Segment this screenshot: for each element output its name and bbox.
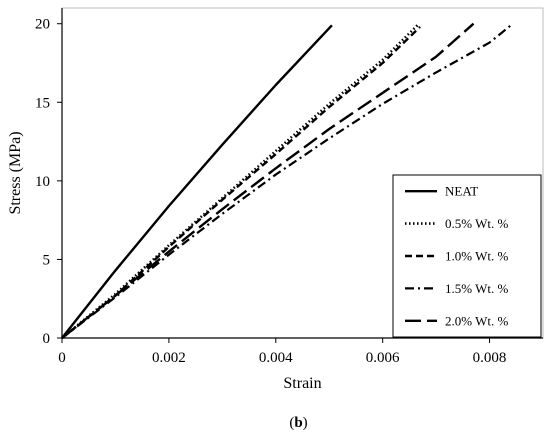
y-tick-label: 20 — [35, 17, 50, 33]
caption-open: ( — [289, 415, 294, 431]
legend-label-4: 1.5% Wt. % — [445, 281, 508, 296]
axes: 0 0.002 0.004 0.006 0.008 0 5 10 15 20 — [35, 8, 543, 366]
legend-label-2: 0.5% Wt. % — [445, 216, 508, 231]
caption-letter: b — [294, 415, 302, 431]
x-tick-label: 0.002 — [152, 350, 186, 366]
series-line-4 — [61, 24, 512, 339]
x-tick-label: 0 — [58, 350, 66, 366]
legend-label-3: 1.0% Wt. % — [445, 249, 508, 264]
x-tick-label: 0.004 — [259, 350, 293, 366]
y-tick-label: 5 — [43, 252, 51, 268]
y-axis-title: Stress (MPa) — [7, 131, 24, 214]
x-axis-title: Strain — [283, 375, 321, 392]
y-tick-label: 15 — [35, 95, 50, 111]
caption-close: ) — [303, 415, 308, 431]
x-tick-label: 0.008 — [473, 350, 507, 366]
x-tick-label: 0.006 — [366, 350, 400, 366]
legend-box — [392, 174, 542, 338]
figure-caption: (b) — [289, 415, 307, 431]
series-line-5 — [61, 22, 475, 339]
y-tick-label: 0 — [43, 331, 51, 347]
y-tick-label: 10 — [35, 174, 50, 190]
series-lines — [61, 22, 512, 340]
legend-label-5: 2.0% Wt. % — [445, 313, 508, 328]
series-line-1 — [61, 24, 333, 339]
legend-label-1: NEAT — [445, 184, 478, 199]
legend: NEAT 0.5% Wt. % 1.0% Wt. % 1.5% Wt. % 2.0% W… — [392, 174, 542, 338]
